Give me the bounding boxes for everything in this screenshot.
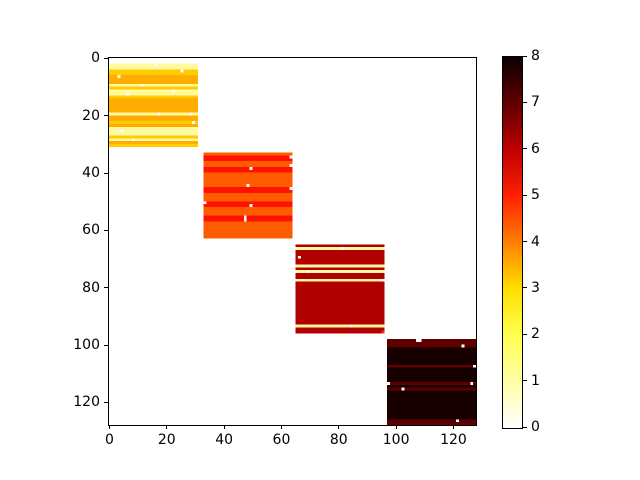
colorbar-tick-mark-8 (523, 55, 527, 57)
y-tick-mark-80 (104, 287, 108, 289)
x-tick-label-40: 40 (215, 432, 234, 448)
x-tick-label-20: 20 (157, 432, 176, 448)
x-tick-mark-100 (395, 425, 397, 429)
colorbar-tick-mark-4 (523, 241, 527, 242)
x-tick-label-100: 100 (382, 432, 410, 448)
colorbar-tick-label-2: 2 (531, 326, 540, 343)
y-tick-mark-60 (104, 229, 108, 231)
colorbar-tick-mark-2 (523, 333, 527, 335)
y-tick-label-20: 20 (82, 107, 100, 124)
colorbar-tick-label-6: 6 (531, 140, 540, 157)
colorbar-tick-label-3: 3 (531, 279, 540, 296)
colorbar-tick-label-1: 1 (531, 372, 540, 389)
x-tick-label-80: 80 (329, 432, 348, 448)
heatmap-canvas (109, 58, 476, 425)
y-tick-label-100: 100 (73, 337, 100, 354)
y-tick-mark-120 (104, 401, 108, 403)
colorbar-tick-mark-0 (523, 426, 527, 428)
x-tick-mark-0 (108, 425, 110, 429)
heatmap-axes (108, 57, 477, 426)
colorbar-tick-label-0: 0 (531, 419, 540, 435)
x-tick-mark-20 (166, 425, 168, 429)
x-tick-label-60: 60 (272, 432, 291, 448)
y-tick-label-60: 60 (82, 222, 100, 239)
x-tick-mark-120 (452, 425, 454, 429)
y-tick-label-40: 40 (82, 165, 100, 182)
x-tick-label-0: 0 (104, 432, 114, 448)
colorbar-tick-mark-3 (523, 287, 527, 289)
colorbar-tick-mark-1 (523, 380, 527, 382)
y-tick-mark-0 (104, 57, 108, 59)
y-tick-mark-40 (104, 172, 108, 174)
colorbar-tick-mark-7 (523, 101, 527, 103)
colorbar-tick-mark-5 (523, 194, 527, 196)
x-tick-mark-40 (223, 425, 225, 429)
x-tick-mark-80 (338, 425, 340, 429)
x-tick-mark-60 (280, 425, 282, 429)
colorbar-tick-label-5: 5 (531, 187, 540, 204)
y-tick-label-0: 0 (91, 50, 100, 67)
colorbar-tick-mark-6 (523, 148, 527, 150)
colorbar-tick-label-7: 7 (531, 94, 540, 111)
colorbar-tick-label-4: 4 (531, 233, 540, 250)
x-tick-label-120: 120 (440, 432, 467, 448)
y-tick-mark-100 (104, 344, 108, 346)
y-tick-label-80: 80 (82, 279, 100, 296)
colorbar (502, 56, 523, 429)
y-tick-mark-20 (104, 115, 108, 117)
y-tick-label-120: 120 (73, 394, 100, 411)
colorbar-tick-label-8: 8 (531, 48, 540, 64)
